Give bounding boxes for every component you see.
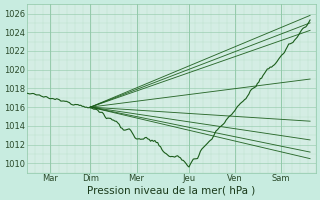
X-axis label: Pression niveau de la mer( hPa ): Pression niveau de la mer( hPa ) xyxy=(87,186,255,196)
